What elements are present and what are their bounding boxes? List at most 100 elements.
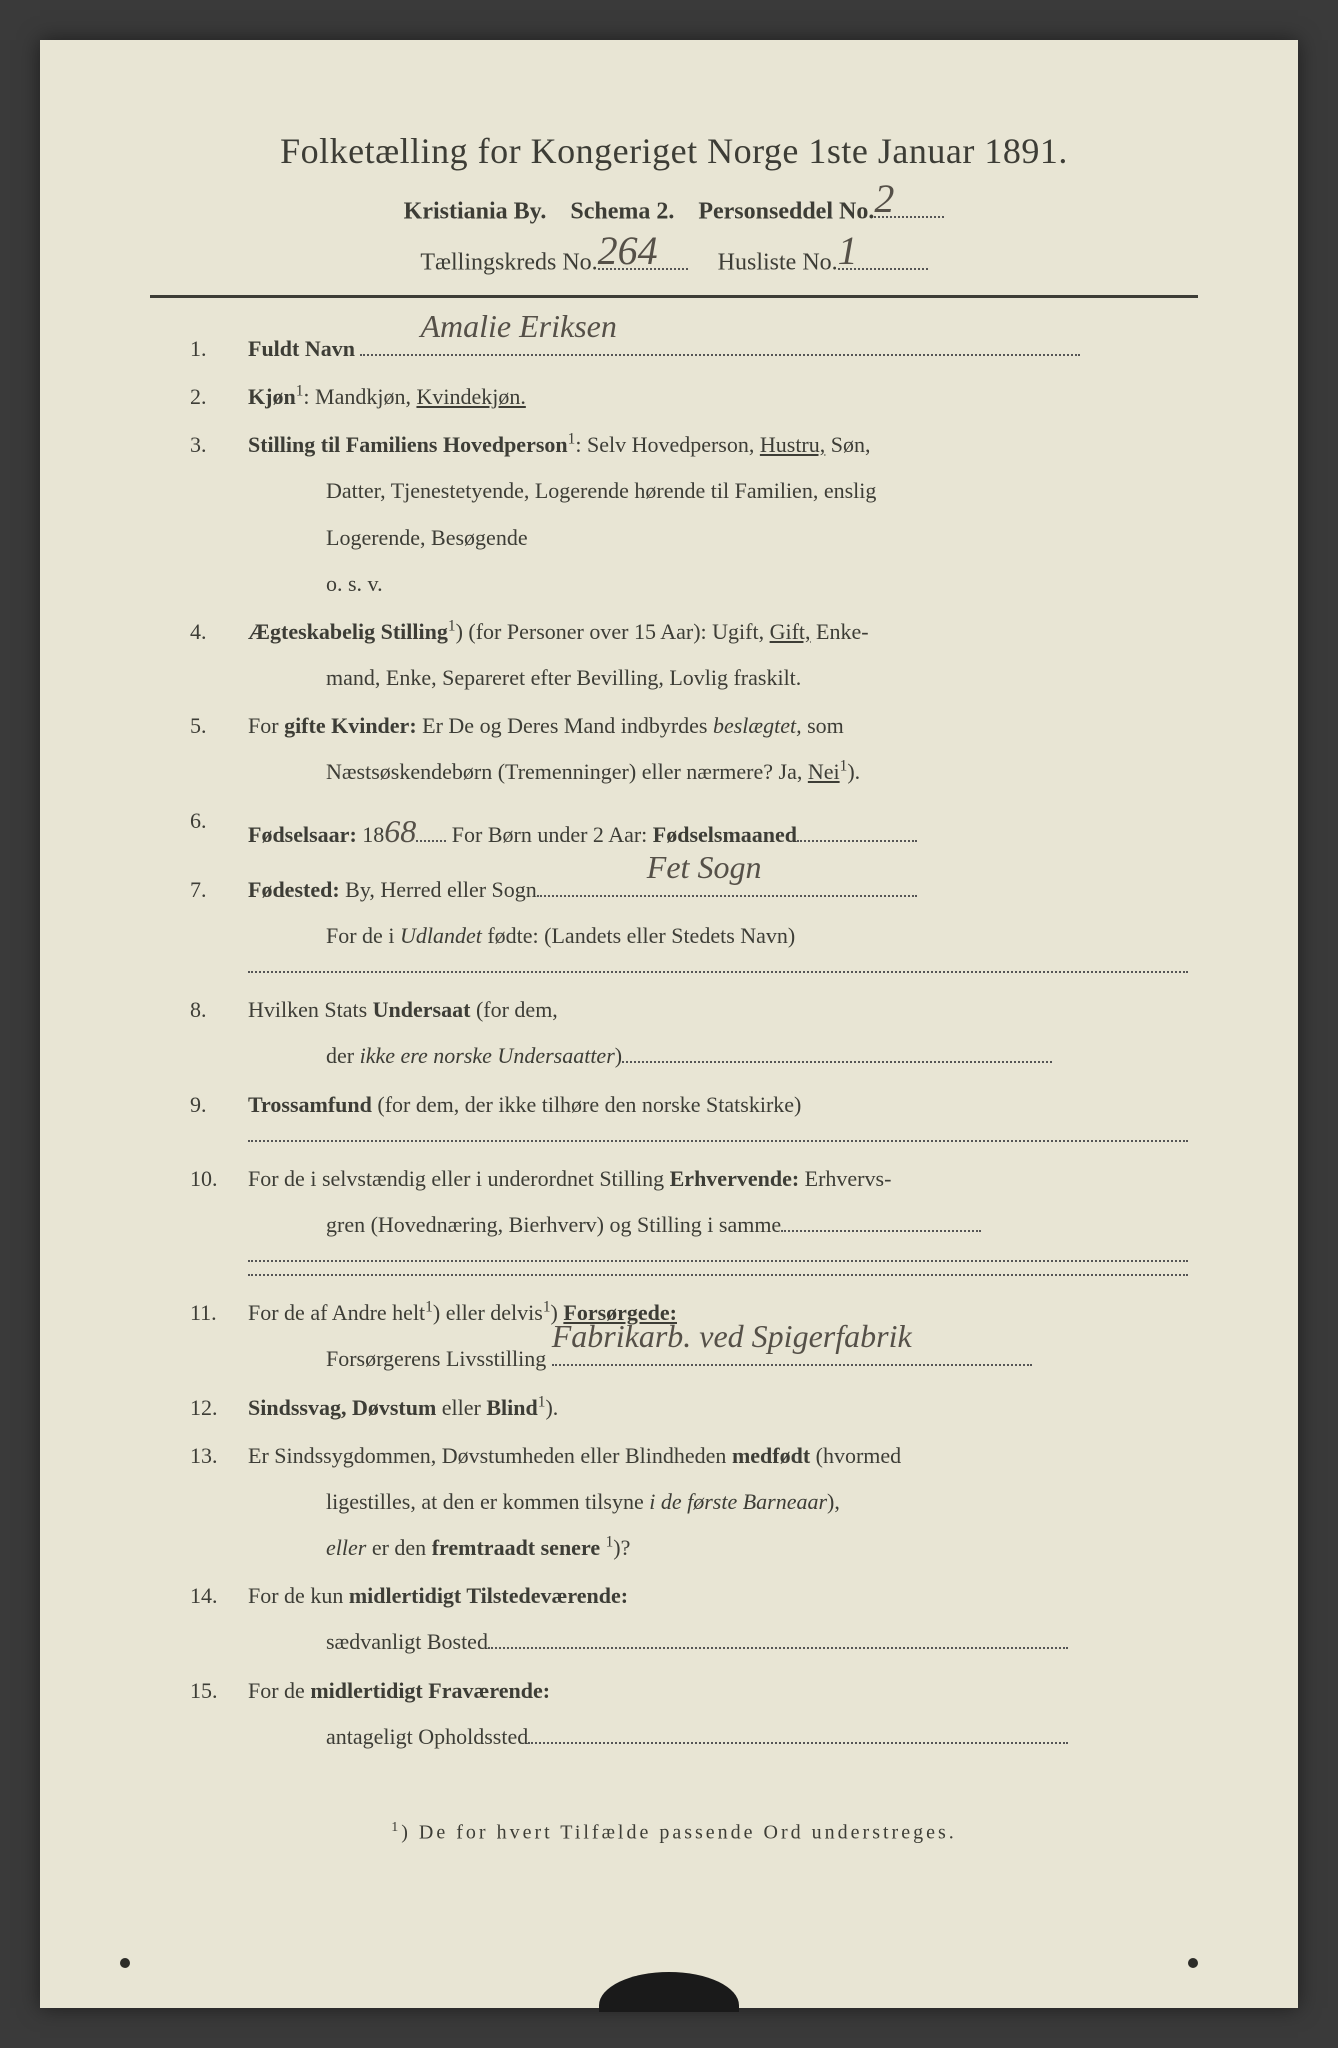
- field-label: Fuldt Navn: [248, 336, 355, 361]
- item-11: 11. For de af Andre helt1) eller delvis1…: [190, 1290, 1188, 1382]
- item-7: 7. Fødested: By, Herred eller SognFet So…: [190, 867, 1188, 985]
- text: (hvormed: [810, 1443, 901, 1468]
- pinhole-icon: [120, 1958, 130, 1968]
- sup: 1: [425, 1299, 433, 1316]
- field-label: Kjøn: [248, 384, 296, 409]
- item-12: 12. Sindssvag, Døvstum eller Blind1).: [190, 1385, 1188, 1431]
- field-label: Stilling til Familiens Hovedperson: [248, 432, 568, 457]
- footnote: 1) De for hvert Tilfælde passende Ord un…: [150, 1820, 1198, 1845]
- field-label: Fødselsaar:: [248, 822, 357, 847]
- item-9: 9. Trossamfund (for dem, der ikke tilhør…: [190, 1082, 1188, 1154]
- text: For de: [248, 1678, 310, 1703]
- text: Forsørgerens Livsstilling: [248, 1336, 546, 1382]
- field-label: Trossamfund: [248, 1092, 372, 1117]
- em-text: beslægtet,: [713, 713, 802, 738]
- item-4: 4. Ægteskabelig Stilling1) (for Personer…: [190, 609, 1188, 701]
- item-num: 9.: [190, 1082, 248, 1154]
- text: Enke-: [811, 619, 869, 644]
- text: : Selv Hovedperson,: [575, 432, 760, 457]
- selected-option: Kvindekjøn.: [416, 384, 525, 409]
- item-num: 7.: [190, 867, 248, 985]
- item-num: 8.: [190, 987, 248, 1079]
- em-text: i de første Barneaar: [649, 1489, 827, 1514]
- text: som: [802, 713, 844, 738]
- text: Datter, Tjenestetyende, Logerende hørend…: [248, 468, 876, 514]
- dotline: [248, 1260, 1188, 1262]
- text: antageligt Opholdssted: [248, 1714, 528, 1760]
- city-label: Kristiania By.: [404, 198, 547, 224]
- text: Er De og Deres Mand indbyrdes: [417, 713, 713, 738]
- fodested-value: Fet Sogn: [647, 834, 762, 901]
- dotline: [248, 1274, 1188, 1276]
- field-label: Blind: [486, 1395, 537, 1420]
- item-num: 15.: [190, 1668, 248, 1760]
- forsorger-value: Fabrikarb. ved Spigerfabrik: [552, 1303, 912, 1370]
- text: (for dem, der ikke tilhøre den norske St…: [372, 1092, 801, 1117]
- item-num: 11.: [190, 1290, 248, 1382]
- text: er den: [366, 1535, 431, 1560]
- field-label: midlertidigt Tilstedeværende:: [349, 1583, 628, 1608]
- item-2: 2. Kjøn1: Mandkjøn, Kvindekjøn.: [190, 374, 1188, 420]
- field-label: Undersaat: [373, 997, 471, 1022]
- header-line-3: Tællingskreds No.264 Husliste No.1: [150, 243, 1198, 276]
- tear-mark: [599, 1972, 739, 2012]
- item-num: 3.: [190, 422, 248, 607]
- em-text: Udlandet: [400, 923, 482, 948]
- text: o. s. v.: [248, 561, 383, 607]
- header-block: Folketælling for Kongeriget Norge 1ste J…: [150, 130, 1198, 277]
- text: Søn,: [825, 432, 870, 457]
- field-label: Fødested:: [248, 877, 340, 902]
- sup: 1: [448, 618, 456, 635]
- item-1: 1. Fuldt Navn Amalie Eriksen: [190, 326, 1188, 372]
- item-num: 5.: [190, 703, 248, 795]
- item-num: 6.: [190, 798, 248, 865]
- text: 18: [357, 822, 385, 847]
- text: Hvilken Stats: [248, 997, 373, 1022]
- text: Erhvervs-: [799, 1166, 891, 1191]
- text: sædvanligt Bosted: [248, 1619, 488, 1665]
- husliste-label: Husliste No.: [718, 250, 838, 276]
- main-title: Folketælling for Kongeriget Norge 1ste J…: [150, 130, 1198, 172]
- text: fødte: (Landets eller Stedets Navn): [482, 923, 795, 948]
- item-15: 15. For de midlertidigt Fraværende: anta…: [190, 1668, 1188, 1760]
- text: Næstsøskendebørn (Tremenninger) eller næ…: [326, 759, 808, 784]
- sup: 1: [543, 1299, 551, 1316]
- kreds-value: 264: [598, 227, 658, 274]
- field-label: midlertidigt Fraværende:: [310, 1678, 550, 1703]
- fuldt-navn-value: Amalie Eriksen: [420, 293, 616, 360]
- selected-option: Nei: [808, 759, 840, 784]
- text: (for Personer over 15 Aar): Ugift,: [463, 619, 770, 644]
- field-label: Ægteskabelig Stilling: [248, 619, 448, 644]
- selected-option: Hustru,: [760, 432, 825, 457]
- text: Er Sindssygdommen, Døvstumheden eller Bl…: [248, 1443, 732, 1468]
- item-8: 8. Hvilken Stats Undersaat (for dem, der…: [190, 987, 1188, 1079]
- item-13: 13. Er Sindssygdommen, Døvstumheden elle…: [190, 1433, 1188, 1572]
- footnote-text: ) De for hvert Tilfælde passende Ord und…: [401, 1822, 956, 1844]
- item-num: 10.: [190, 1156, 248, 1288]
- em-text: ikke ere norske Undersaatter: [360, 1043, 615, 1068]
- text: gren (Hovednæring, Bierhverv) og Stillin…: [248, 1202, 781, 1248]
- dotline: [248, 1140, 1188, 1142]
- item-num: 12.: [190, 1385, 248, 1431]
- text: For de af Andre helt: [248, 1300, 425, 1325]
- text: By, Herred eller Sogn: [340, 877, 537, 902]
- text: For de i selvstændig eller i underordnet…: [248, 1166, 670, 1191]
- item-14: 14. For de kun midlertidigt Tilstedevære…: [190, 1573, 1188, 1665]
- text: : Mandkjøn,: [303, 384, 416, 409]
- pinhole-icon: [1188, 1958, 1198, 1968]
- text: ) eller delvis: [433, 1300, 543, 1325]
- text: For Børn under 2 Aar:: [446, 822, 653, 847]
- text: ): [615, 1043, 622, 1068]
- item-3: 3. Stilling til Familiens Hovedperson1: …: [190, 422, 1188, 607]
- text: der: [326, 1043, 360, 1068]
- field-label: Erhvervende:: [670, 1166, 800, 1191]
- birth-year-value: 68: [384, 813, 416, 849]
- text: ligestilles, at den er kommen tilsyne: [326, 1489, 649, 1514]
- census-form-page: Folketælling for Kongeriget Norge 1ste J…: [40, 40, 1298, 2008]
- field-label: Sindssvag, Døvstum: [248, 1395, 436, 1420]
- schema-label: Schema 2.: [570, 198, 674, 224]
- item-10: 10. For de i selvstændig eller i underor…: [190, 1156, 1188, 1288]
- text: mand, Enke, Separeret efter Bevilling, L…: [248, 655, 801, 701]
- text: )?: [613, 1535, 630, 1560]
- text: For de i: [326, 923, 400, 948]
